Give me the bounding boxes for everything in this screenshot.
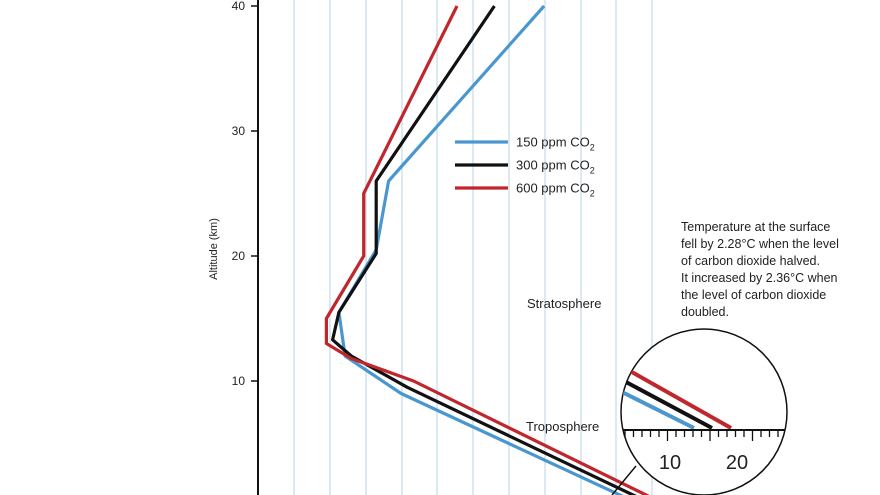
- region-label-troposphere: Troposphere: [526, 419, 599, 434]
- inset-series-line-2: [629, 369, 732, 430]
- legend: 150 ppm CO2 300 ppm CO2 600 ppm CO2: [455, 135, 595, 199]
- note-line: the level of carbon dioxide: [681, 288, 826, 302]
- region-label-stratosphere: Stratosphere: [527, 296, 601, 311]
- y-axis-title: Altitude (km): [208, 218, 220, 280]
- legend-label: 600 ppm CO2: [516, 181, 595, 199]
- inset-series-line-1: [625, 380, 713, 430]
- y-tick-label: 30: [232, 124, 246, 138]
- inset-series-line-0: [621, 390, 695, 430]
- note-line: doubled.: [681, 305, 729, 319]
- magnifier-pointer: [611, 465, 637, 495]
- legend-label: 300 ppm CO2: [516, 158, 595, 176]
- magnifier-inset: 10 20: [611, 328, 788, 495]
- note-line: fell by 2.28°C when the level: [681, 237, 839, 251]
- series-line-1: [331, 5, 637, 495]
- y-axis-ticks: 10 20 30 40: [232, 0, 258, 388]
- note-line: of carbon dioxide halved.: [681, 254, 820, 268]
- inset-scale-label: 10: [659, 452, 681, 474]
- legend-label: 150 ppm CO2: [516, 135, 595, 153]
- y-tick-label: 10: [232, 374, 246, 388]
- vertical-gridlines: [293, 0, 653, 495]
- note-line: Temperature at the surface: [681, 220, 830, 234]
- y-tick-label: 20: [232, 249, 246, 263]
- series-lines: [324, 4, 650, 495]
- note-line: It increased by 2.36°C when: [681, 271, 838, 285]
- surface-temperature-note: Temperature at the surface fell by 2.28°C…: [681, 220, 839, 319]
- inset-scale-label: 20: [726, 452, 748, 474]
- series-line-2: [324, 5, 650, 495]
- y-tick-label: 40: [232, 0, 246, 13]
